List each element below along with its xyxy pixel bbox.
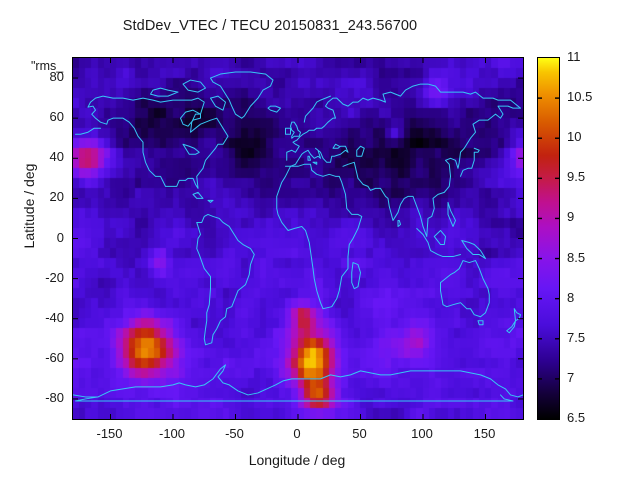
colorbar-tick-label: 8.5 [567, 249, 586, 265]
colorbar-tick-label: 7.5 [567, 329, 586, 345]
y-tick-label: -20 [45, 269, 64, 285]
vtec-heatmap-panel[interactable] [72, 57, 524, 420]
colorbar-tick-label: 9 [567, 209, 575, 225]
y-tick-label: 60 [49, 109, 64, 125]
x-tick-label: 50 [352, 426, 367, 441]
page-title: StdDev_VTEC / TECU 20150831_243.56700 [122, 18, 418, 34]
y-tick-label: -60 [45, 349, 64, 365]
y-tick-label: 0 [56, 229, 64, 245]
heatmap-raster [73, 58, 523, 419]
colorbar-tick-label: 10.5 [567, 89, 593, 105]
colorbar-tick-label: 9.5 [567, 169, 586, 185]
colorbar-tick-label: 8 [567, 289, 575, 305]
colorbar-tick-label: 6.5 [567, 410, 586, 425]
x-tick-label: -50 [225, 426, 244, 441]
y-tick-label: 20 [49, 189, 64, 205]
colorbar-gradient [538, 58, 559, 419]
x-tick-label: 0 [293, 426, 301, 441]
colorbar[interactable] [537, 57, 560, 420]
y-tick-label: 80 [49, 69, 64, 85]
y-tick-label: 40 [49, 149, 64, 165]
x-axis-title: Longitude / deg [248, 452, 346, 468]
x-tick-label: 100 [411, 426, 433, 441]
colorbar-tick-label: 11 [567, 49, 581, 64]
y-tick-label: -40 [45, 309, 64, 325]
x-tick-label: 150 [473, 426, 496, 441]
colorbar-tick-label: 10 [567, 129, 582, 145]
x-tick-label: -150 [96, 426, 123, 441]
y-tick-label: -80 [45, 389, 64, 405]
colorbar-tick-label: 7 [567, 369, 575, 385]
colorbar-tick-marks [538, 97, 559, 380]
x-tick-label: -100 [158, 426, 186, 441]
stray-rms-label: "rms_ [31, 59, 64, 73]
